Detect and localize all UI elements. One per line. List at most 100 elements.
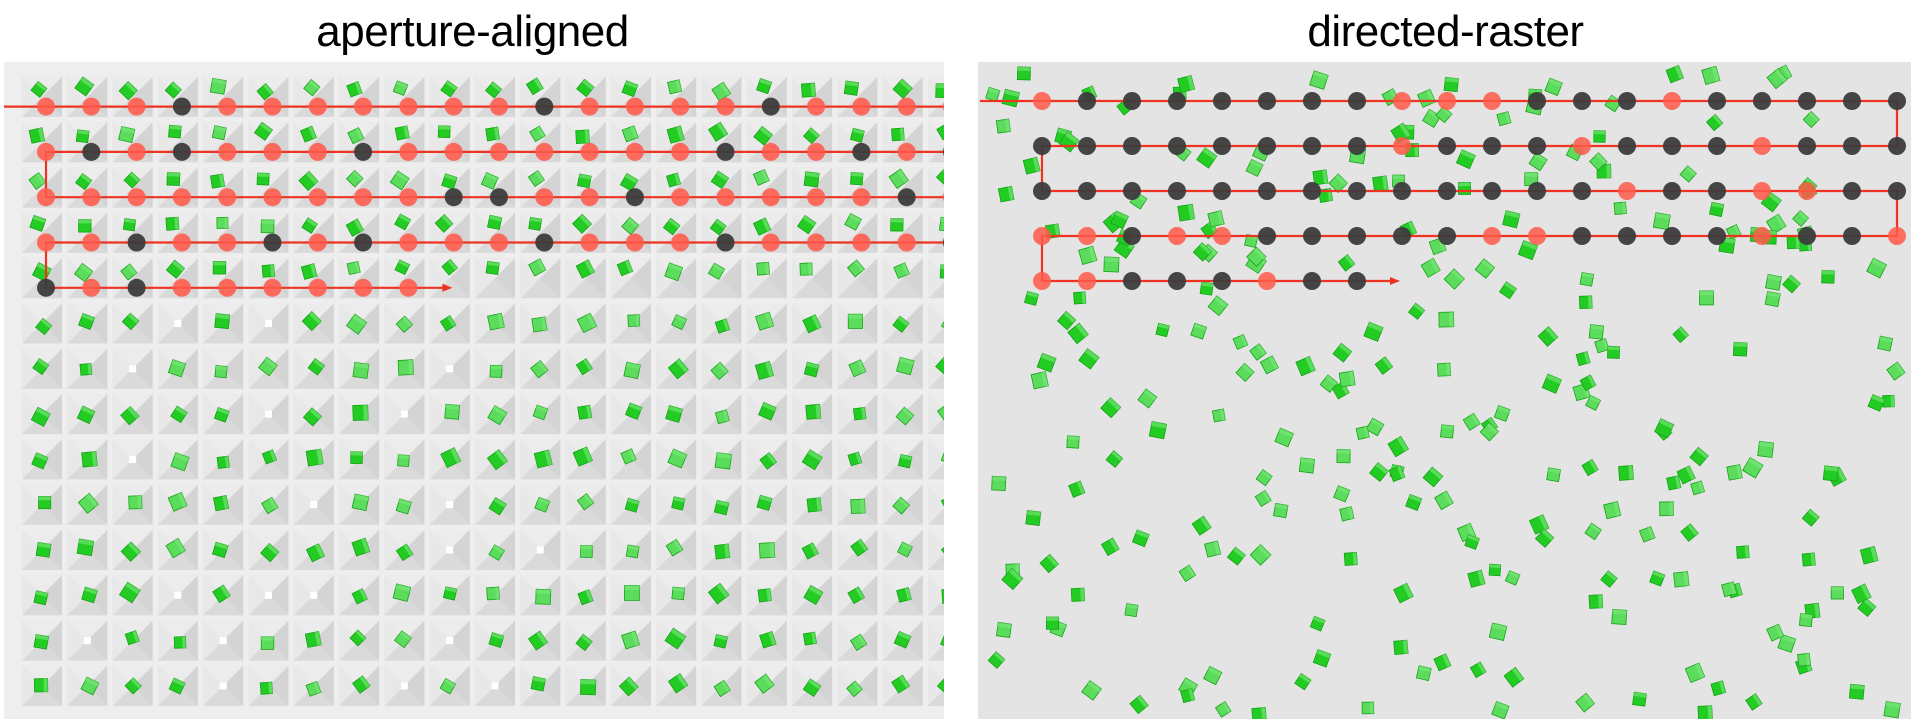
- green-cube-icon: [1388, 465, 1406, 483]
- green-cube-icon: [389, 170, 410, 191]
- aperture-cell: [67, 348, 108, 389]
- green-cube-icon: [940, 633, 944, 650]
- green-cube-icon: [1705, 113, 1724, 132]
- green-cube-icon: [1105, 450, 1124, 468]
- aperture-cell: [203, 484, 244, 525]
- aperture-cell: [67, 620, 108, 661]
- green-cube-icon: [803, 171, 820, 188]
- aperture-cell: [928, 348, 944, 389]
- green-cube-icon: [1464, 534, 1480, 550]
- aperture-grid-image: [4, 62, 944, 719]
- aperture-cell: [384, 484, 425, 525]
- missed-dot: [1618, 227, 1636, 245]
- missed-dot: [1348, 137, 1366, 155]
- green-cube-icon: [1337, 254, 1356, 272]
- green-cube-icon: [33, 678, 49, 693]
- green-cube-icon: [1672, 326, 1690, 344]
- missed-dot: [1348, 182, 1366, 200]
- green-cube-icon: [1792, 209, 1810, 227]
- green-cube-icon: [1204, 540, 1222, 558]
- aperture-cell: [248, 303, 289, 344]
- picked-dot: [535, 142, 554, 161]
- green-cube-icon: [671, 314, 688, 331]
- picked-dot: [172, 233, 191, 252]
- aperture-cell: [746, 530, 787, 570]
- picked-dot: [761, 142, 780, 161]
- missed-dot: [1033, 182, 1051, 200]
- green-cube-icon: [209, 77, 227, 95]
- green-cube-icon: [211, 125, 227, 141]
- green-cube-icon: [1578, 295, 1593, 310]
- aperture-cell: [928, 439, 944, 480]
- aperture-cell: [837, 348, 878, 389]
- green-cube-icon: [305, 448, 324, 467]
- aperture-cell: [837, 77, 878, 117]
- green-cube-icon: [527, 630, 549, 651]
- green-cube-icon: [1652, 212, 1671, 231]
- green-cube-icon: [1488, 563, 1502, 577]
- missed-dot: [1528, 137, 1546, 155]
- green-cube-icon: [575, 633, 593, 652]
- green-cube-icon: [938, 216, 944, 233]
- aperture-cell: [520, 620, 561, 661]
- green-cube-icon: [1708, 201, 1725, 218]
- green-cube-icon: [81, 450, 98, 468]
- aperture-cell: [656, 665, 697, 706]
- aperture-cell: [203, 348, 244, 389]
- green-cube-icon: [756, 261, 771, 276]
- green-cube-icon: [1491, 700, 1510, 719]
- green-cube-icon: [892, 315, 910, 333]
- green-cube-icon: [256, 172, 270, 186]
- picked-dot: [1033, 272, 1051, 290]
- green-cube-icon: [1361, 701, 1375, 715]
- missed-dot: [1843, 92, 1861, 110]
- green-cube-icon: [1638, 525, 1656, 543]
- missed-dot: [1078, 137, 1096, 155]
- missed-dot: [1483, 137, 1501, 155]
- aperture-cell: [67, 484, 108, 525]
- green-cube-icon: [1745, 693, 1763, 711]
- green-cube-icon: [1689, 446, 1709, 467]
- missed-dot: [1258, 227, 1276, 245]
- green-cube-icon: [671, 586, 685, 601]
- green-cube-icon: [1493, 405, 1511, 422]
- aperture-cell: [384, 303, 425, 344]
- green-cube-icon: [532, 404, 549, 421]
- green-cube-icon: [936, 122, 944, 141]
- green-cube-icon: [352, 361, 370, 379]
- green-cube-icon: [895, 406, 915, 426]
- picked-dot: [172, 278, 191, 297]
- aperture-cell: [882, 530, 923, 570]
- picked-dot: [1483, 227, 1501, 245]
- picked-dot: [1033, 92, 1051, 110]
- green-cube-icon: [534, 496, 551, 513]
- green-cube-icon: [754, 360, 774, 381]
- green-cube-icon: [256, 83, 274, 101]
- green-cube-icon: [1023, 290, 1040, 306]
- picked-dot: [897, 142, 916, 161]
- aperture-cell: [339, 303, 380, 344]
- missed-dot: [1843, 227, 1861, 245]
- picked-dot: [943, 193, 944, 202]
- aperture-cell: [520, 348, 561, 389]
- green-cube-icon: [1254, 489, 1272, 508]
- green-cube-icon: [527, 169, 545, 188]
- green-cube-icon: [118, 80, 139, 101]
- picked-dot: [308, 188, 327, 207]
- green-cube-icon: [345, 218, 365, 237]
- aperture-cell: [701, 394, 742, 435]
- aperture-cell: [565, 439, 606, 480]
- green-cube-icon: [351, 537, 371, 557]
- aperture-cell: [339, 484, 380, 525]
- aperture-cell: [928, 303, 944, 344]
- aperture-cell: [746, 394, 787, 435]
- aperture-cell: [203, 439, 244, 480]
- picked-dot: [716, 188, 735, 207]
- green-cube-icon: [80, 676, 100, 696]
- green-cube-icon: [1575, 692, 1596, 713]
- aperture-cell: [610, 665, 651, 706]
- green-cube-icon: [1684, 662, 1706, 684]
- green-cube-icon: [1368, 462, 1389, 482]
- picked-dot: [82, 188, 101, 207]
- green-cube-icon: [1405, 493, 1423, 512]
